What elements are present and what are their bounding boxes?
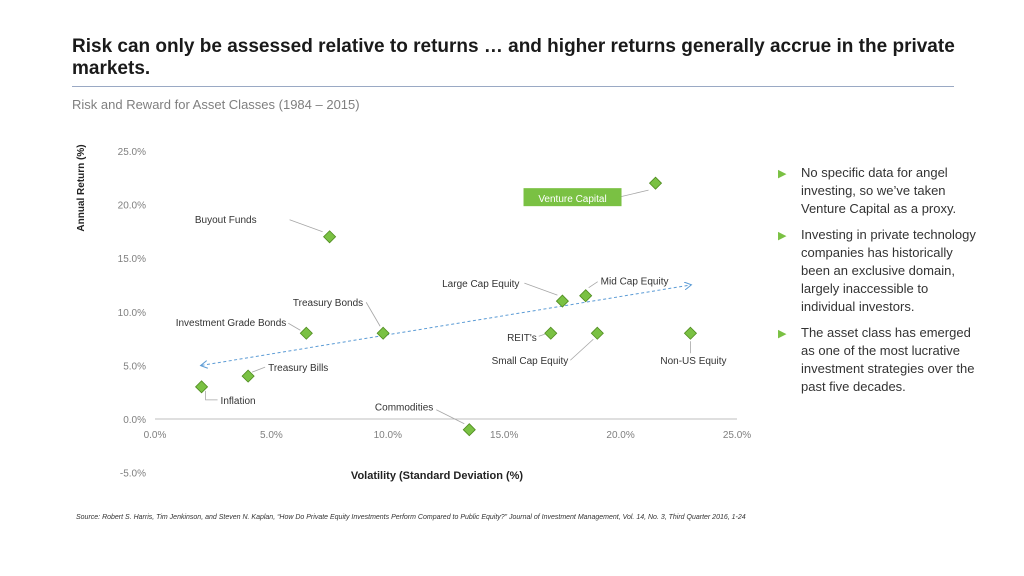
x-tick-label: 10.0%	[374, 430, 402, 441]
leader-line	[524, 282, 558, 296]
data-point-commodities	[462, 423, 476, 437]
x-tick-label: 20.0%	[606, 430, 634, 441]
title-divider	[72, 86, 954, 87]
leader-line	[288, 322, 301, 331]
point-label-treasury-bonds: Treasury Bonds	[293, 298, 363, 309]
data-point-investment-grade-bonds	[299, 326, 313, 340]
y-tick-label: 0.0%	[123, 415, 146, 426]
point-label-small-cap-equity: Small Cap Equity	[492, 356, 569, 367]
key-points-list: ▶ No specific data for angel investing, s…	[778, 164, 978, 404]
point-label-inflation: Inflation	[221, 396, 256, 407]
y-tick-label: 15.0%	[118, 254, 146, 265]
x-tick-label: 15.0%	[490, 430, 518, 441]
x-axis-title: Volatility (Standard Deviation (%)	[351, 470, 523, 482]
data-point-small-cap-equity	[590, 326, 604, 340]
key-point: ▶ Investing in private technology compani…	[778, 227, 976, 314]
point-label-non-us-equity: Non-US Equity	[660, 356, 726, 367]
leader-line	[588, 281, 598, 289]
key-point: ▶ The asset class has emerged as one of t…	[778, 325, 975, 394]
bullet-arrow-icon: ▶	[778, 168, 787, 180]
page-title: Risk can only be assessed relative to re…	[72, 36, 955, 79]
point-label-commodities: Commodities	[375, 403, 433, 414]
point-label-venture-capital: Venture Capital	[538, 194, 606, 205]
point-label-mid-cap-equity: Mid Cap Equity	[601, 277, 669, 288]
y-tick-label: 20.0%	[118, 201, 146, 212]
point-label-treasury-bills: Treasury Bills	[268, 363, 328, 374]
point-label-buyout-funds: Buyout Funds	[195, 215, 257, 226]
y-tick-label: 25.0%	[118, 147, 146, 158]
data-point-non-us-equity	[683, 326, 698, 340]
trend-line	[202, 285, 691, 365]
data-point-inflation	[194, 380, 209, 394]
data-point-treasury-bills	[241, 369, 255, 383]
point-label-reit-s: REIT's	[507, 333, 537, 344]
leader-line	[538, 333, 545, 337]
y-tick-label: -5.0%	[120, 469, 146, 480]
leader-line	[205, 390, 218, 401]
key-point: ▶ No specific data for angel investing, s…	[778, 165, 957, 216]
highlight-label-box	[523, 188, 622, 207]
data-point-reit-s	[544, 326, 558, 340]
bullet-arrow-icon: ▶	[778, 328, 787, 340]
leader-line	[365, 302, 381, 327]
leader-line	[570, 338, 594, 361]
data-point-large-cap-equity	[555, 294, 569, 308]
data-point-mid-cap-equity	[579, 289, 593, 303]
leader-line	[289, 219, 323, 233]
source-citation: Source: Robert S. Harris, Tim Jenkinson,…	[76, 514, 746, 521]
y-tick-label: 10.0%	[118, 308, 146, 319]
data-point-treasury-bonds	[376, 326, 390, 340]
x-tick-label: 25.0%	[723, 430, 751, 441]
y-tick-label: 5.0%	[123, 361, 146, 372]
leader-line	[436, 409, 465, 425]
y-axis-title: Annual Return (%)	[76, 144, 87, 231]
point-label-large-cap-equity: Large Cap Equity	[442, 279, 519, 290]
chart-subtitle: Risk and Reward for Asset Classes (1984 …	[72, 97, 360, 112]
x-tick-label: 0.0%	[144, 430, 167, 441]
x-tick-label: 5.0%	[260, 430, 283, 441]
leader-line	[251, 366, 266, 373]
point-label-investment-grade-bonds: Investment Grade Bonds	[176, 318, 287, 329]
bullet-arrow-icon: ▶	[778, 230, 787, 242]
data-point-buyout-funds	[323, 230, 337, 244]
data-point-venture-capital	[648, 176, 663, 190]
